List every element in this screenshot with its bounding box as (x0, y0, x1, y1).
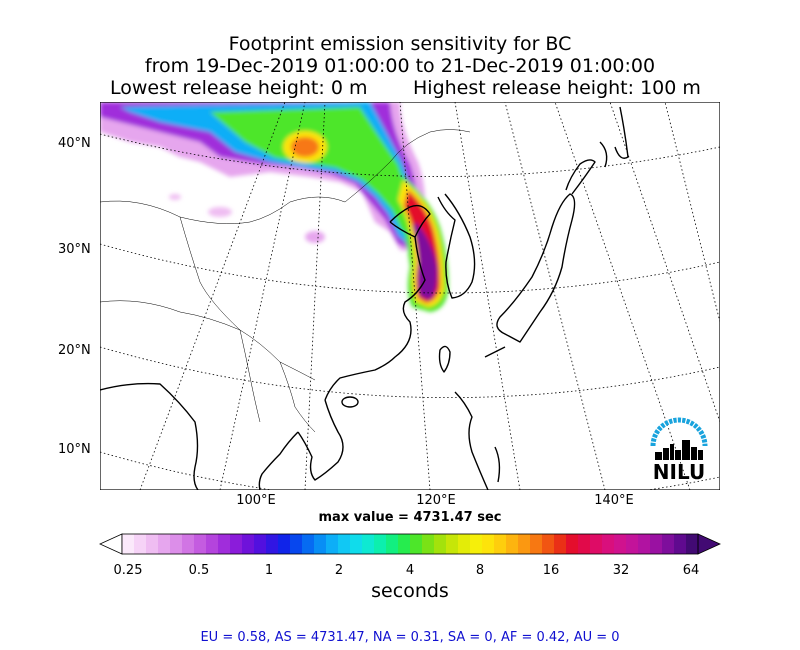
colorbar-frame (121, 533, 699, 555)
colorbar-tick: 0.5 (188, 563, 210, 578)
colorbar-tick: 32 (612, 563, 630, 578)
colorbar-cell (146, 534, 159, 554)
lat-label-10: 10°N (58, 442, 91, 457)
lowest-release-height: Lowest release height: 0 m (110, 77, 368, 99)
colorbar-tick: 8 (475, 563, 485, 578)
colorbar-cell (386, 534, 399, 554)
colorbar-cell (626, 534, 639, 554)
emission-plume (100, 102, 449, 312)
colorbar-cell (554, 534, 567, 554)
coastlines (100, 106, 629, 490)
colorbar-cell (302, 534, 315, 554)
colorbar-cell (674, 534, 687, 554)
colorbar-cell (326, 534, 339, 554)
colorbar-cell (182, 534, 195, 554)
footprint-map (100, 102, 720, 490)
colorbar-cell (506, 534, 519, 554)
colorbar-cell (566, 534, 579, 554)
colorbar-cell (434, 534, 447, 554)
colorbar-cell (398, 534, 411, 554)
colorbar-tick: 64 (682, 563, 700, 578)
colorbar-cell (314, 534, 327, 554)
colorbar-cell (266, 534, 279, 554)
colorbar-cell (446, 534, 459, 554)
lon-label-140: 140°E (594, 493, 634, 508)
colorbar-cell (134, 534, 147, 554)
graticule (100, 102, 720, 490)
colorbar-cell (410, 534, 423, 554)
colorbar-cell (350, 534, 363, 554)
colorbar-cell (206, 534, 219, 554)
colorbar-cell (230, 534, 243, 554)
colorbar-extend-high (697, 533, 721, 555)
colorbar-cell (458, 534, 471, 554)
colorbar-cell (242, 534, 255, 554)
colorbar-cell (638, 534, 651, 554)
colorbar-cell (518, 534, 531, 554)
country-borders (100, 129, 471, 433)
colorbar-cell (470, 534, 483, 554)
time-range: from 19-Dec-2019 01:00:00 to 21-Dec-2019… (144, 55, 656, 77)
lat-label-20: 20°N (58, 343, 91, 358)
colorbar-cell (122, 534, 135, 554)
colorbar-cell (194, 534, 207, 554)
colorbar-cell (530, 534, 543, 554)
lon-label-120: 120°E (416, 493, 456, 508)
colorbar-cell (290, 534, 303, 554)
colorbar-cell (662, 534, 675, 554)
lat-label-40: 40°N (58, 136, 91, 151)
colorbar-cell (374, 534, 387, 554)
colorbar-cell (278, 534, 291, 554)
colorbar-tick: 16 (542, 563, 560, 578)
colorbar-tick: 1 (264, 563, 274, 578)
colorbar-cell (482, 534, 495, 554)
colorbar-cell (650, 534, 663, 554)
colorbar-tick: 0.25 (113, 563, 143, 578)
colorbar-tick: 4 (405, 563, 415, 578)
colorbar-cell (158, 534, 171, 554)
colorbar-cell (542, 534, 555, 554)
colorbar-tick: 2 (334, 563, 344, 578)
max-value: max value = 4731.47 sec (318, 510, 502, 525)
colorbar-cell (338, 534, 351, 554)
nilu-logo (650, 417, 708, 460)
colorbar-units: seconds (371, 580, 449, 602)
colorbar-cell (590, 534, 603, 554)
colorbar-cell (170, 534, 183, 554)
colorbar-cell (578, 534, 591, 554)
colorbar-cell (218, 534, 231, 554)
colorbar-cell (686, 534, 699, 554)
colorbar-cell (614, 534, 627, 554)
nilu-logo-text: NILU (652, 460, 706, 484)
colorbar-extend-low (99, 533, 123, 555)
highest-release-height: Highest release height: 100 m (413, 77, 701, 99)
lon-label-100: 100°E (236, 493, 276, 508)
colorbar (99, 533, 721, 555)
colorbar-cell (254, 534, 267, 554)
colorbar-cell (494, 534, 507, 554)
colorbar-cell (362, 534, 375, 554)
colorbar-cell (602, 534, 615, 554)
lat-label-30: 30°N (58, 242, 91, 257)
region-stats: EU = 0.58, AS = 4731.47, NA = 0.31, SA =… (200, 630, 620, 645)
map-title: Footprint emission sensitivity for BC (228, 33, 572, 55)
colorbar-cell (422, 534, 435, 554)
